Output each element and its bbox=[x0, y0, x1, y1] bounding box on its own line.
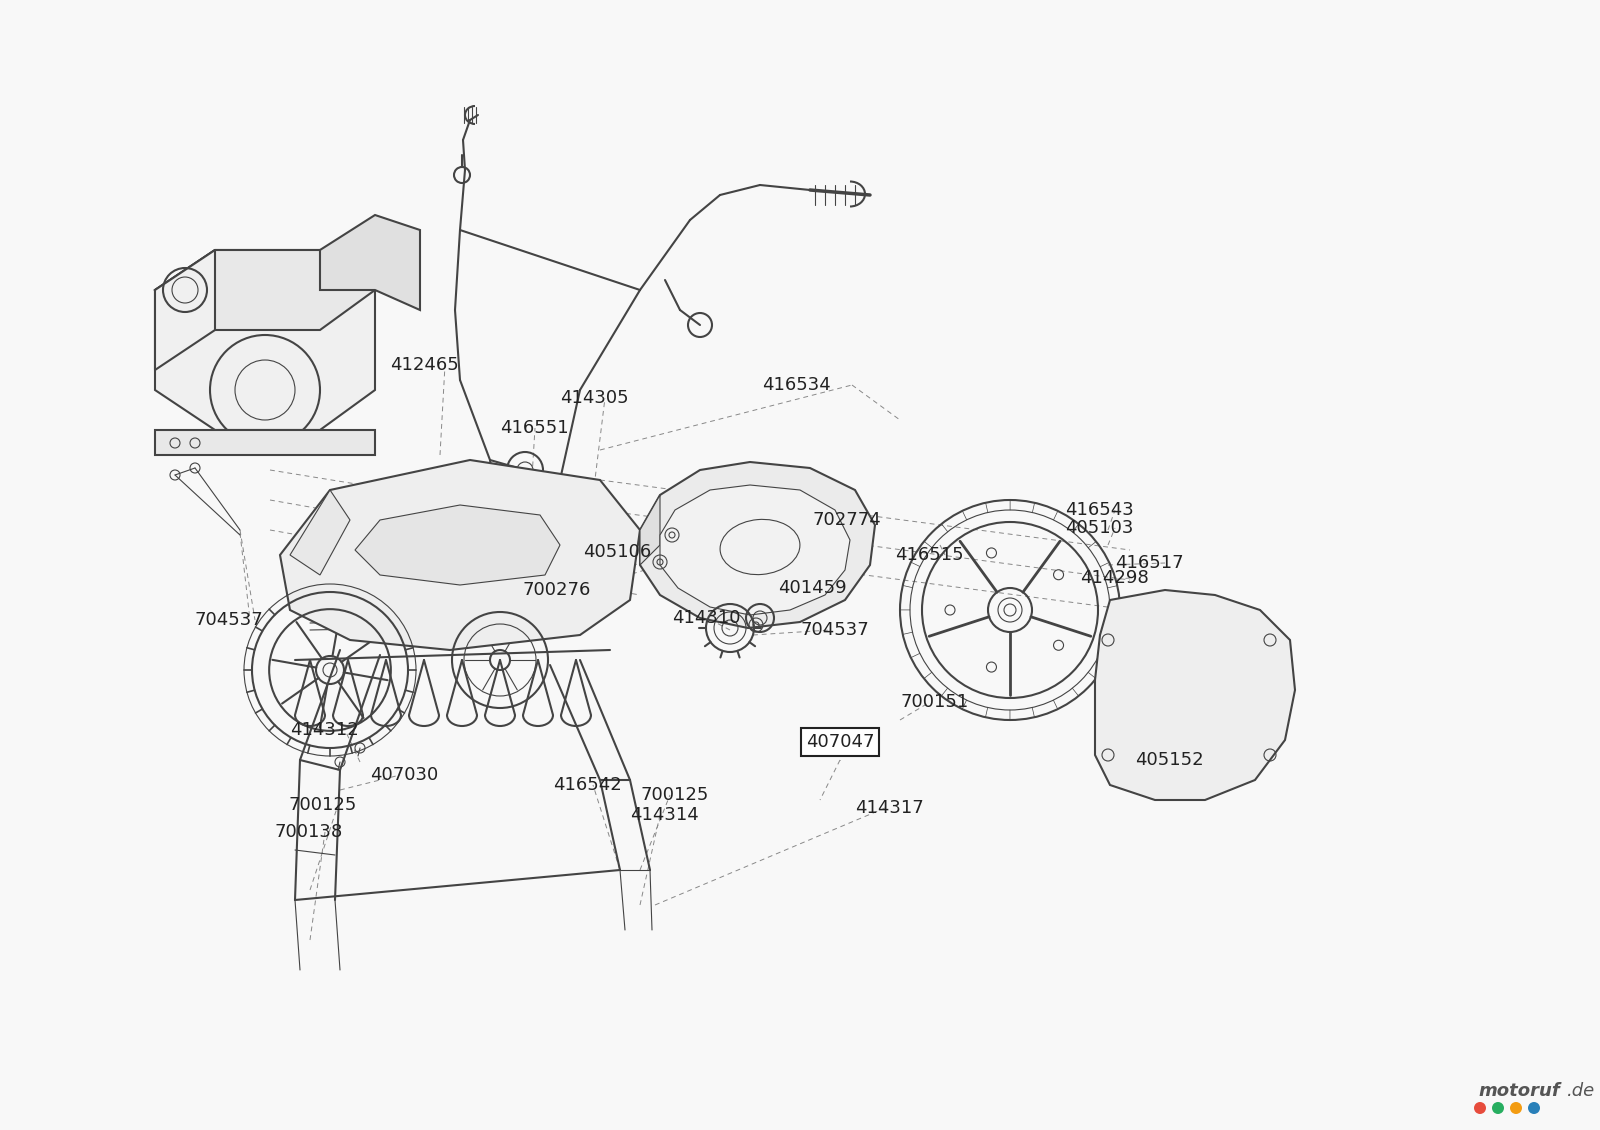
Polygon shape bbox=[320, 215, 419, 310]
Polygon shape bbox=[155, 431, 374, 455]
Text: 405152: 405152 bbox=[1134, 751, 1203, 770]
Text: 416517: 416517 bbox=[1115, 554, 1184, 572]
Polygon shape bbox=[280, 460, 640, 650]
Circle shape bbox=[1528, 1102, 1539, 1114]
Polygon shape bbox=[155, 250, 374, 431]
Polygon shape bbox=[461, 470, 600, 555]
Circle shape bbox=[1510, 1102, 1522, 1114]
Polygon shape bbox=[155, 250, 214, 370]
Text: motoruf: motoruf bbox=[1478, 1083, 1560, 1099]
Circle shape bbox=[1491, 1102, 1504, 1114]
Polygon shape bbox=[290, 490, 350, 575]
Polygon shape bbox=[155, 250, 374, 330]
Text: 405103: 405103 bbox=[1066, 519, 1133, 537]
Text: 416534: 416534 bbox=[762, 376, 830, 394]
Text: 702774: 702774 bbox=[813, 511, 880, 529]
Text: 407030: 407030 bbox=[370, 766, 438, 784]
Text: 414314: 414314 bbox=[630, 806, 699, 824]
Text: 700138: 700138 bbox=[275, 823, 344, 841]
Text: 704537: 704537 bbox=[800, 622, 869, 638]
Text: 700151: 700151 bbox=[899, 693, 968, 711]
Text: 414310: 414310 bbox=[672, 609, 741, 627]
Text: 414305: 414305 bbox=[560, 389, 629, 407]
Text: 704537: 704537 bbox=[195, 611, 264, 629]
Text: 405106: 405106 bbox=[582, 544, 651, 560]
Polygon shape bbox=[355, 505, 560, 585]
Text: 414317: 414317 bbox=[854, 799, 923, 817]
Text: .de: .de bbox=[1566, 1083, 1595, 1099]
Text: 700125: 700125 bbox=[288, 796, 357, 814]
Text: 407047: 407047 bbox=[806, 733, 874, 751]
Text: 416515: 416515 bbox=[894, 546, 963, 564]
Polygon shape bbox=[1094, 590, 1294, 800]
Polygon shape bbox=[640, 495, 661, 565]
Text: 412465: 412465 bbox=[390, 356, 459, 374]
Text: 700125: 700125 bbox=[640, 786, 709, 805]
Text: 416542: 416542 bbox=[554, 776, 622, 794]
Text: 414298: 414298 bbox=[1080, 570, 1149, 586]
Text: 416551: 416551 bbox=[499, 419, 568, 437]
Polygon shape bbox=[661, 485, 850, 615]
Polygon shape bbox=[640, 462, 875, 628]
Text: 414312: 414312 bbox=[290, 721, 358, 739]
Text: 416543: 416543 bbox=[1066, 501, 1134, 519]
Text: 401459: 401459 bbox=[778, 579, 846, 597]
Text: 700276: 700276 bbox=[523, 581, 592, 599]
Circle shape bbox=[1474, 1102, 1486, 1114]
